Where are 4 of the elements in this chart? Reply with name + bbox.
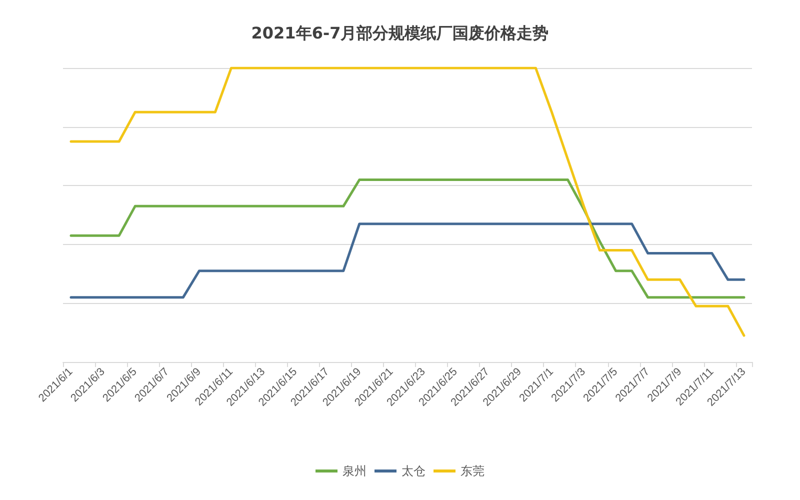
legend-label: 太仓 (402, 464, 426, 478)
chart-title: 2021年6-7月部分规模纸厂国废价格走势 (251, 24, 549, 42)
legend-label: 泉州 (342, 464, 366, 478)
legend-label: 东莞 (460, 464, 484, 478)
